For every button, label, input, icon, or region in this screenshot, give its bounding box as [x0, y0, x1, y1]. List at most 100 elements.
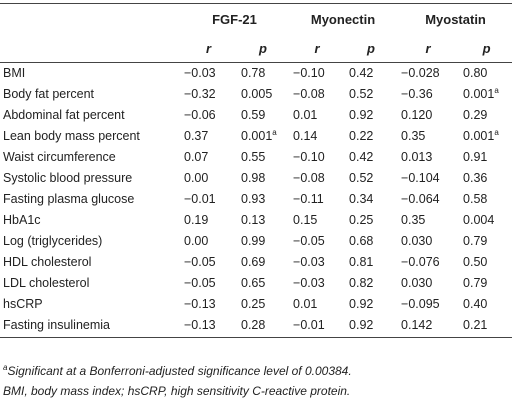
cell-value: 0.001	[463, 129, 495, 143]
table-row: Abdominal fat percent −0.06 0.59 0.01 0.92 0.…	[0, 105, 512, 126]
cell-value: 0.93	[241, 192, 266, 206]
group-header-fgf21: FGF-21	[178, 3, 288, 34]
cell-value: −0.03	[184, 66, 216, 80]
r-value-cell: −0.06	[178, 105, 235, 126]
r-value-cell: −0.10	[287, 63, 343, 85]
p-value-cell: 0.52	[343, 168, 395, 189]
cell-value: 0.005	[241, 87, 273, 101]
table-body: BMI −0.03 0.78 −0.10 0.42 −0.028 0.80 Body fat …	[0, 63, 512, 338]
r-value-cell: 0.35	[395, 210, 457, 231]
cell-value: 0.25	[349, 213, 374, 227]
r-value-cell: 0.35	[395, 126, 457, 147]
row-label: HbA1c	[3, 213, 41, 227]
p-value-cell: 0.34	[343, 189, 395, 210]
p-value-cell: 0.52	[343, 84, 395, 105]
cell-value: 0.25	[241, 297, 266, 311]
p-value-cell: 0.50	[457, 252, 512, 273]
cell-value: 0.22	[349, 129, 374, 143]
cell-value: −0.10	[293, 150, 325, 164]
cell-value: 0.030	[401, 234, 433, 248]
table-row: HbA1c 0.19 0.13 0.15 0.25 0.35 0.004	[0, 210, 512, 231]
p-value-cell: 0.42	[343, 147, 395, 168]
subheader-row: r p r p r p	[0, 34, 512, 63]
p-value-cell: 0.25	[235, 294, 287, 315]
p-value-cell: 0.69	[235, 252, 287, 273]
table-row: LDL cholesterol −0.05 0.65 −0.03 0.82 0.030 0.…	[0, 273, 512, 294]
cell-value: −0.06	[184, 108, 216, 122]
p-value-cell: 0.82	[343, 273, 395, 294]
p-value-cell: 0.25	[343, 210, 395, 231]
table-row: hsCRP −0.13 0.25 0.01 0.92 −0.095 0.40	[0, 294, 512, 315]
subheader-r: r	[395, 34, 458, 63]
cell-value: 0.65	[241, 276, 266, 290]
r-value-cell: −0.064	[395, 189, 457, 210]
row-label: HDL cholesterol	[3, 255, 92, 269]
row-label: BMI	[3, 66, 26, 80]
r-value-cell: −0.05	[287, 231, 343, 252]
footnote-significance-text: Significant at a Bonferroni-adjusted sig…	[7, 364, 352, 378]
cell-value: 0.004	[463, 213, 495, 227]
r-value-cell: 0.19	[178, 210, 235, 231]
p-value-cell: 0.65	[235, 273, 287, 294]
cell-value: 0.00	[184, 234, 209, 248]
cell-value: 0.37	[184, 129, 209, 143]
r-value-cell: −0.01	[287, 315, 344, 338]
r-value-cell: −0.08	[287, 84, 343, 105]
p-value-cell: 0.78	[235, 63, 287, 85]
footnote-abbreviations: BMI, body mass index; hsCRP, high sensit…	[3, 384, 351, 398]
r-value-cell: −0.05	[178, 273, 235, 294]
cell-value: −0.36	[401, 87, 433, 101]
cell-value: 0.69	[241, 255, 266, 269]
p-value-cell: 0.005	[235, 84, 287, 105]
cell-value: 0.50	[463, 255, 488, 269]
p-value-cell: 0.80	[457, 63, 512, 85]
p-value-cell: 0.001a	[457, 84, 512, 105]
cell-value: −0.05	[293, 234, 325, 248]
cell-value: −0.03	[293, 255, 325, 269]
table-row: Lean body mass percent 0.37 0.001a 0.14 0.22…	[0, 126, 512, 147]
r-value-cell: −0.03	[287, 273, 343, 294]
cell-value: −0.01	[293, 318, 325, 332]
r-value-cell: 0.37	[178, 126, 235, 147]
r-value-cell: −0.095	[395, 294, 457, 315]
table-row: Log (triglycerides) 0.00 0.99 −0.05 0.68 0.03…	[0, 231, 512, 252]
cell-value: 0.99	[241, 234, 266, 248]
cell-value: −0.076	[401, 255, 440, 269]
r-value-cell: −0.10	[287, 147, 343, 168]
cell-value: −0.10	[293, 66, 325, 80]
r-value-cell: −0.13	[178, 315, 235, 338]
cell-value: −0.05	[184, 255, 216, 269]
subheader-r: r	[178, 34, 235, 63]
r-value-cell: 0.00	[178, 168, 235, 189]
group-header-myostatin: Myostatin	[395, 3, 512, 34]
cell-value: 0.92	[349, 318, 374, 332]
r-value-cell: −0.03	[287, 252, 343, 273]
r-value-cell: −0.03	[178, 63, 235, 85]
r-value-cell: −0.05	[178, 252, 235, 273]
r-value-cell: −0.01	[178, 189, 235, 210]
cell-value: 0.15	[293, 213, 318, 227]
cell-value: 0.120	[401, 108, 433, 122]
r-value-cell: −0.08	[287, 168, 343, 189]
p-value-cell: 0.98	[235, 168, 287, 189]
subheader-r: r	[287, 34, 344, 63]
p-value-cell: 0.92	[343, 105, 395, 126]
cell-value: −0.13	[184, 297, 216, 311]
r-value-cell: 0.120	[395, 105, 457, 126]
group-header-row: FGF-21 Myonectin Myostatin	[0, 3, 512, 34]
cell-value: 0.78	[241, 66, 266, 80]
cell-value: 0.40	[463, 297, 488, 311]
cell-value: 0.52	[349, 171, 374, 185]
cell-value: 0.82	[349, 276, 374, 290]
r-value-cell: 0.142	[395, 315, 458, 338]
table-row: HDL cholesterol −0.05 0.69 −0.03 0.81 −0.076 0…	[0, 252, 512, 273]
footnote-marker: a	[3, 363, 8, 372]
r-value-cell: −0.076	[395, 252, 457, 273]
table-row: Systolic blood pressure 0.00 0.98 −0.08 0.52…	[0, 168, 512, 189]
cell-value: −0.32	[184, 87, 216, 101]
r-value-cell: 0.07	[178, 147, 235, 168]
p-value-cell: 0.92	[343, 315, 396, 338]
cell-value: 0.80	[463, 66, 488, 80]
row-label: Abdominal fat percent	[3, 108, 125, 122]
cell-value: 0.14	[293, 129, 318, 143]
